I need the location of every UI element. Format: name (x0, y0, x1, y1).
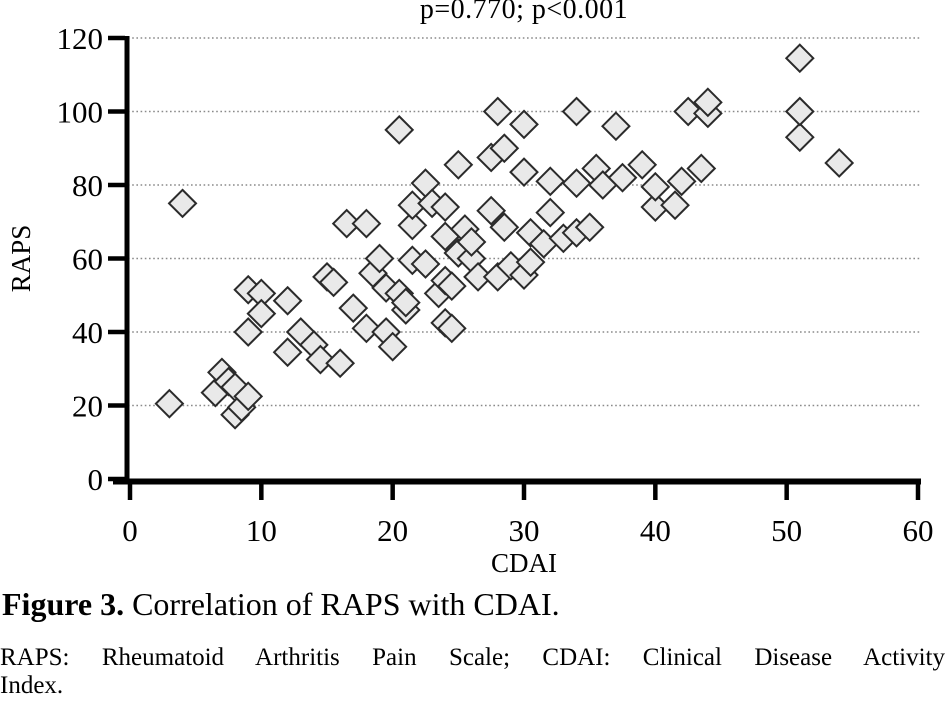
data-point (351, 313, 382, 344)
data-point (272, 285, 303, 316)
data-point (489, 212, 520, 243)
data-point (640, 171, 671, 202)
data-point (601, 111, 631, 142)
y-tick-label: 120 (57, 21, 104, 56)
figure-caption: Figure 3. Correlation of RAPS with CDAI. (2, 586, 942, 623)
figure-caption-label: Figure 3. (2, 586, 125, 622)
data-point (509, 109, 539, 140)
scatter-plot-canvas: 0 20 40 60 80 100 120 0 10 20 30 40 50 60 CDAI RAPS (6, 21, 934, 578)
data-point (305, 344, 336, 375)
data-point (489, 133, 520, 164)
y-tick-label: 80 (72, 168, 103, 203)
data-point (660, 190, 690, 221)
data-point (535, 166, 566, 197)
data-point (476, 195, 507, 226)
x-tick-label: 10 (246, 513, 277, 548)
data-point (246, 298, 277, 329)
data-point (436, 313, 467, 344)
y-tick-label: 20 (72, 389, 103, 424)
footnote-line-1: RAPS: Rheumatoid Arthritis Pain Scale; C… (0, 644, 945, 671)
data-point (233, 317, 264, 347)
data-point (666, 166, 697, 197)
data-point (515, 217, 546, 248)
data-point (397, 210, 428, 241)
data-point (167, 188, 198, 219)
data-point (509, 157, 539, 188)
x-tick-label: 30 (509, 513, 540, 548)
data-point (272, 337, 303, 368)
x-axis-label: CDAI (491, 548, 557, 578)
data-point (627, 149, 658, 180)
data-point (515, 247, 546, 278)
scatter-plot: 0 20 40 60 80 100 120 0 10 20 30 40 50 60 CDAI RAPS (6, 21, 934, 578)
x-tick-label: 0 (122, 513, 138, 548)
y-axis-label: RAPS (6, 225, 36, 293)
data-point (673, 96, 704, 127)
data-point (561, 168, 592, 199)
data-point (351, 208, 382, 239)
data-point (607, 162, 638, 193)
data-point (686, 153, 717, 184)
data-point (463, 261, 493, 292)
y-tick-label: 40 (72, 315, 103, 350)
data-point (784, 96, 815, 127)
figure-footnote: RAPS: Rheumatoid Arthritis Pain Scale; C… (0, 644, 945, 700)
y-tick-label: 100 (57, 95, 104, 130)
figure-caption-text: Correlation of RAPS with CDAI. (124, 586, 560, 622)
data-point (154, 388, 185, 419)
data-point (384, 114, 415, 145)
data-point (318, 267, 349, 298)
data-point (364, 243, 395, 274)
data-point (574, 212, 605, 243)
data-point (390, 287, 421, 318)
data-point (410, 249, 441, 279)
footnote-line-2: Index. (0, 672, 64, 699)
data-point (331, 208, 362, 239)
x-tick-label: 50 (771, 513, 802, 548)
data-point (561, 96, 592, 127)
data-point (443, 149, 474, 180)
data-point (824, 148, 855, 178)
data-point (436, 271, 467, 301)
data-point (456, 227, 487, 257)
x-tick-label: 20 (377, 513, 408, 548)
data-point (535, 197, 566, 228)
data-point (325, 348, 356, 379)
data-point (233, 381, 264, 412)
data-point (692, 87, 723, 118)
data-point (482, 96, 513, 127)
x-tick-label: 60 (903, 513, 934, 548)
data-point (430, 192, 461, 222)
data-point (784, 43, 815, 74)
plot-title: p=0.770; p<0.001 (419, 0, 629, 25)
x-tick-label: 40 (640, 513, 671, 548)
y-tick-label: 60 (72, 242, 103, 277)
data-point (784, 122, 815, 153)
y-tick-label: 0 (88, 462, 104, 497)
data-point (338, 293, 369, 324)
data-point (377, 331, 408, 362)
